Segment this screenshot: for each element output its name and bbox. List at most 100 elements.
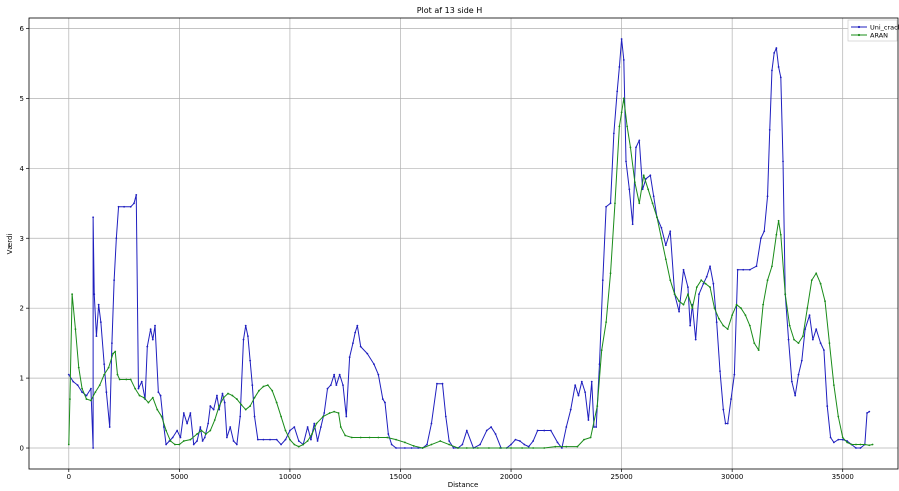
data-point-uni-crack <box>137 387 140 390</box>
data-point-uni-crack <box>556 441 559 444</box>
data-point-aran <box>832 384 835 386</box>
data-point-uni-crack <box>479 443 481 446</box>
data-point-aran <box>510 447 512 449</box>
data-point-uni-crack <box>209 405 212 407</box>
data-point-uni-crack <box>335 384 338 386</box>
data-point-uni-crack <box>284 438 287 441</box>
data-point-uni-crack <box>722 408 725 411</box>
legend-label-aran: ARAN <box>870 32 888 40</box>
data-point-aran <box>293 443 296 446</box>
data-point-aran <box>178 443 181 446</box>
data-point-aran <box>311 433 313 435</box>
series-layer <box>67 38 874 449</box>
data-point-aran <box>377 436 380 439</box>
series-uni-crack <box>67 38 871 449</box>
data-point-uni-crack <box>186 422 189 425</box>
data-point-aran <box>151 396 154 399</box>
data-point-uni-crack <box>800 359 803 362</box>
data-point-aran <box>439 440 442 442</box>
data-point-uni-crack <box>249 359 252 362</box>
data-point-aran <box>660 237 663 240</box>
data-point-aran <box>642 174 645 177</box>
data-point-uni-crack <box>794 394 797 397</box>
data-point-aran <box>596 405 599 407</box>
data-point-aran <box>669 279 672 282</box>
data-point-uni-crack <box>866 412 868 414</box>
data-point-aran <box>824 300 826 303</box>
data-point-uni-crack <box>387 433 390 435</box>
data-point-uni-crack <box>605 205 608 208</box>
data-point-aran <box>622 97 625 100</box>
data-point-uni-crack <box>111 342 113 345</box>
data-point-aran <box>576 445 579 448</box>
data-point-aran <box>678 300 680 303</box>
data-point-uni-crack <box>306 426 309 428</box>
y-tick-label: 5 <box>20 95 24 103</box>
data-point-aran <box>118 378 121 381</box>
data-point-uni-crack <box>129 205 132 208</box>
data-point-aran <box>129 378 132 381</box>
data-point-aran <box>717 317 720 320</box>
data-point-aran <box>673 293 676 296</box>
data-point-uni-crack <box>140 380 143 383</box>
y-axis-ticks: 0 1 2 3 4 5 6 <box>20 25 29 453</box>
data-point-aran <box>359 436 362 439</box>
data-point-uni-crack <box>584 391 587 393</box>
data-point-aran <box>147 401 150 404</box>
data-point-aran <box>819 282 822 285</box>
data-point-uni-crack <box>92 216 95 219</box>
data-point-aran <box>713 307 716 310</box>
data-point-aran <box>614 202 616 205</box>
data-point-uni-crack <box>773 52 776 54</box>
data-point-uni-crack <box>201 440 204 442</box>
data-point-aran <box>784 293 787 296</box>
data-point-uni-crack <box>242 338 245 341</box>
data-point-aran <box>651 202 654 205</box>
data-point-uni-crack <box>760 237 762 240</box>
data-point-aran <box>722 324 725 327</box>
grid-lines <box>29 18 898 469</box>
data-point-uni-crack <box>319 426 322 428</box>
data-point-uni-crack <box>787 338 790 341</box>
data-point-uni-crack <box>689 324 692 327</box>
data-point-uni-crack <box>179 436 182 439</box>
data-point-uni-crack <box>154 324 156 327</box>
y-axis-label: Værdi <box>6 234 14 255</box>
data-point-uni-crack <box>580 380 583 383</box>
data-point-aran <box>863 443 866 446</box>
data-point-uni-crack <box>601 279 604 282</box>
data-point-aran <box>67 443 70 446</box>
data-point-aran <box>71 293 74 296</box>
data-point-aran <box>465 447 468 449</box>
data-point-uni-crack <box>377 373 380 376</box>
data-point-uni-crack <box>348 356 351 359</box>
data-point-uni-crack <box>280 443 282 446</box>
data-point-uni-crack <box>490 426 493 428</box>
data-point-aran <box>850 443 853 446</box>
data-point-aran <box>280 415 282 418</box>
data-point-uni-crack <box>103 363 106 366</box>
data-point-aran <box>757 349 760 352</box>
data-point-uni-crack <box>275 438 278 441</box>
data-point-aran <box>735 303 738 306</box>
data-point-uni-crack <box>133 202 135 205</box>
data-point-uni-crack <box>736 268 739 271</box>
data-point-aran <box>846 441 849 444</box>
data-point-aran <box>695 286 698 289</box>
x-tick-label: 5000 <box>170 473 188 481</box>
data-point-uni-crack <box>390 443 393 446</box>
data-point-uni-crack <box>253 415 256 418</box>
data-point-uni-crack <box>85 394 88 397</box>
data-point-aran <box>85 398 88 400</box>
data-point-aran <box>368 436 371 439</box>
data-point-uni-crack <box>93 293 96 296</box>
data-point-uni-crack <box>90 387 92 390</box>
data-point-uni-crack <box>323 412 326 414</box>
data-point-uni-crack <box>726 422 729 425</box>
legend-box <box>847 19 898 42</box>
data-point-aran <box>744 314 747 317</box>
data-point-uni-crack <box>182 412 185 414</box>
data-point-uni-crack <box>724 422 727 425</box>
data-point-aran <box>766 279 769 282</box>
data-point-uni-crack <box>625 160 627 163</box>
